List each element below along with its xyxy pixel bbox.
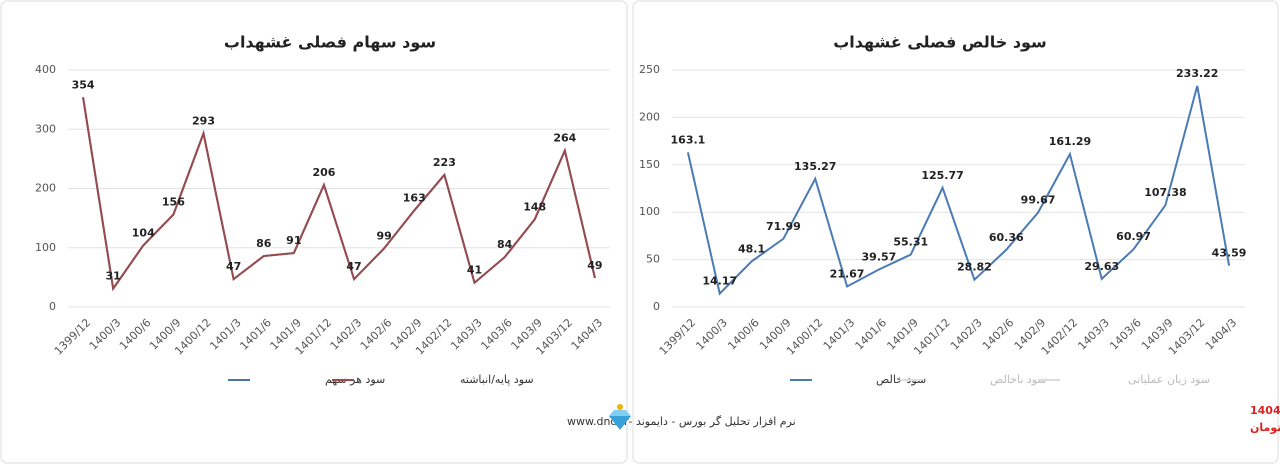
legend-label: سود پایه/انباشته — [460, 373, 534, 386]
data-label: 163 — [403, 191, 426, 204]
y-tick-label: 200 — [35, 182, 56, 195]
data-label: 14.17 — [702, 275, 737, 288]
data-label: 99 — [377, 229, 392, 242]
y-tick-label: 250 — [639, 63, 660, 76]
data-label: 104 — [132, 226, 155, 239]
legend-label: سود ناخالص — [990, 373, 1047, 386]
data-label: 41 — [467, 264, 482, 277]
data-label: 86 — [256, 237, 272, 250]
data-label: 71.99 — [766, 220, 801, 233]
data-label: 161.29 — [1049, 135, 1091, 148]
data-label: 135.27 — [794, 160, 836, 173]
data-label: 48.1 — [738, 242, 765, 255]
data-label: 125.77 — [921, 169, 963, 182]
data-label: 29.63 — [1084, 260, 1119, 273]
data-label: 223 — [433, 156, 456, 169]
chart-title: سود سهام فصلی غشهداب — [224, 33, 436, 52]
y-tick-label: 0 — [49, 300, 56, 313]
line — [82, 97, 596, 292]
y-tick-label: 100 — [639, 205, 660, 218]
data-label: 47 — [226, 260, 241, 273]
data-label: 293 — [192, 114, 215, 127]
line — [686, 85, 1231, 296]
data-label: 43.59 — [1212, 247, 1247, 260]
data-label: 60.36 — [989, 231, 1024, 244]
data-label: 84 — [497, 238, 513, 251]
data-label: 163.1 — [671, 133, 706, 146]
panel — [0, 0, 628, 464]
legend-label: سود هر سهم — [325, 373, 385, 386]
data-label: 99.67 — [1021, 194, 1056, 207]
data-label: 47 — [346, 260, 361, 273]
data-label: 91 — [286, 234, 301, 247]
y-tick-label: 200 — [639, 110, 660, 123]
chart-title: سود خالص فصلی غشهداب — [833, 33, 1047, 52]
data-label: 60.97 — [1116, 230, 1151, 243]
data-label: 39.57 — [862, 250, 897, 263]
data-label: 28.82 — [957, 261, 992, 274]
y-tick-label: 0 — [653, 300, 660, 313]
data-label: 107.38 — [1144, 186, 1186, 199]
data-label: 264 — [553, 132, 576, 145]
note: * تمام قیمت میلیارد تومان — [1250, 421, 1280, 434]
data-label: 148 — [523, 200, 546, 213]
data-label: 233.22 — [1176, 67, 1218, 80]
note: * سال مالی 1404/12/29 — [1250, 404, 1280, 417]
logo — [609, 404, 631, 430]
legend-label: سود زیان عملیاتی — [1128, 373, 1210, 386]
y-tick-label: 150 — [639, 158, 660, 171]
data-label: 31 — [106, 270, 121, 283]
footer: نرم افزار تحلیل گر بورس - دایموند -www.d… — [567, 415, 796, 428]
y-tick-label: 50 — [646, 253, 660, 266]
data-label: 21.67 — [830, 267, 865, 280]
data-label: 49 — [587, 259, 602, 272]
data-label: 354 — [72, 78, 95, 91]
data-label: 206 — [312, 166, 335, 179]
data-label: 55.31 — [893, 236, 928, 249]
panel — [632, 0, 1279, 464]
y-tick-label: 400 — [35, 63, 56, 76]
y-tick-label: 300 — [35, 122, 56, 135]
data-label: 156 — [162, 196, 185, 209]
y-tick-label: 100 — [35, 241, 56, 254]
